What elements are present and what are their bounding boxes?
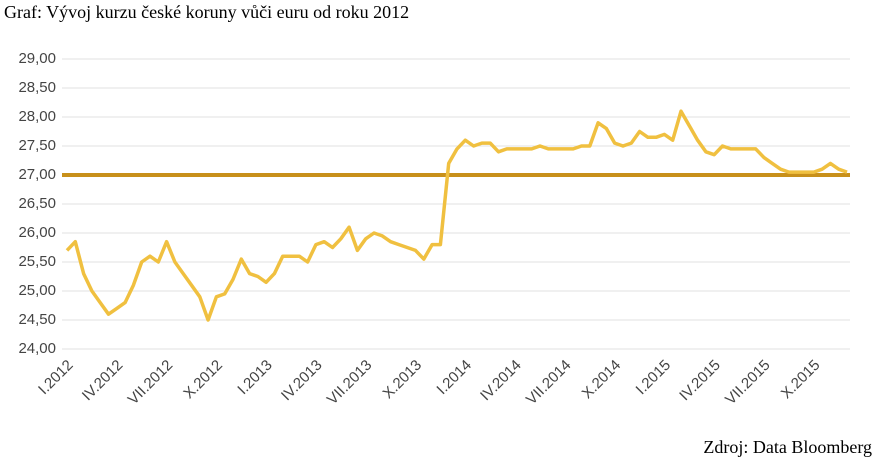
x-tick-label: X.2014 [579,357,625,403]
x-tick-label: I.2014 [433,357,475,399]
series-line [65,109,848,322]
x-tick-label: IV.2014 [477,357,525,405]
y-tick-label: 29,00 [18,50,56,67]
x-tick-label: X.2012 [180,357,226,403]
y-tick-label: 25,00 [18,282,56,299]
y-tick-label: 28,50 [18,79,56,96]
x-tick-label: I.2012 [35,357,77,399]
x-tick-label: VII.2013 [324,357,376,409]
x-tick-label: X.2013 [380,357,426,403]
source: Zdroj: Data Bloomberg [703,437,872,457]
y-tick-label: 27,50 [18,137,56,154]
y-tick-label: 26,50 [18,195,56,212]
y-tick-label: 24,00 [18,340,56,357]
y-tick-label: 24,50 [18,311,56,328]
x-tick-label: IV.2013 [278,357,326,405]
x-tick-label: X.2015 [778,357,824,403]
y-tick-label: 26,00 [18,224,56,241]
y-tick-label: 27,00 [18,166,56,183]
y-tick-label: 25,50 [18,253,56,270]
x-tick-label: VII.2015 [722,357,774,409]
x-tick-label: VII.2014 [523,357,575,409]
x-tick-label: IV.2012 [79,357,127,405]
x-tick-label: I.2015 [633,357,675,399]
y-tick-label: 28,00 [18,108,56,125]
x-tick-label: IV.2015 [676,357,724,405]
x-tick-label: I.2013 [234,357,276,399]
x-tick-label: VII.2012 [125,357,177,409]
chart-title: Graf: Vývoj kurzu české koruny vůči euru… [4,2,409,22]
